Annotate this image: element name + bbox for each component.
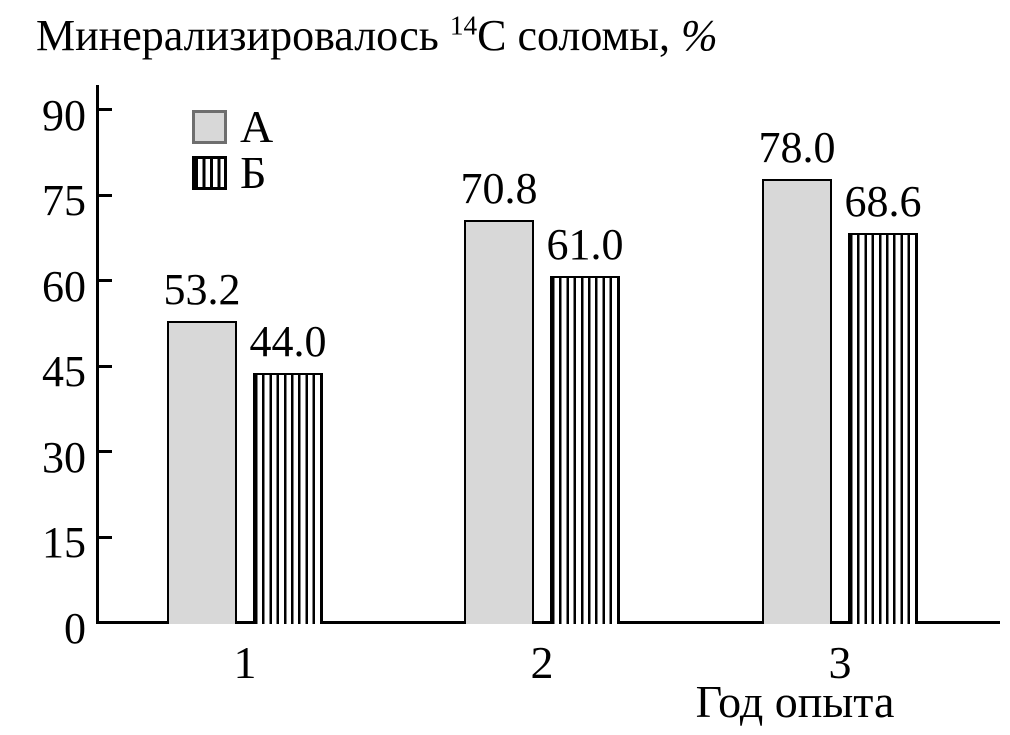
legend-swatch-b [192, 156, 227, 190]
bar-value-label-b-1: 44.0 [249, 317, 327, 366]
y-tick-label-90: 90 [42, 90, 86, 140]
y-tick-label-30: 30 [42, 432, 86, 482]
legend-swatch-a [192, 110, 227, 144]
bar-b-1 [253, 373, 323, 624]
legend-item-a: А [192, 104, 273, 150]
bar-a-1 [167, 321, 237, 624]
y-tick-label-60: 60 [42, 261, 86, 311]
bar-value-label-b-3: 68.6 [844, 177, 922, 226]
y-tick-label-75: 75 [42, 176, 86, 225]
y-tick-30 [96, 450, 112, 453]
bar-value-label-a-1: 53.2 [163, 265, 241, 314]
bar-value-label-a-3: 78.0 [758, 123, 836, 172]
y-tick-15 [96, 535, 112, 539]
legend-label-a: А [240, 101, 274, 152]
x-tick-label-2: 2 [530, 637, 554, 688]
legend-label-b: Б [240, 147, 267, 198]
bar-value-label-b-2: 61.0 [546, 220, 624, 269]
y-tick-90 [96, 108, 112, 111]
bar-a-2 [464, 220, 534, 624]
bar-a-3 [762, 179, 832, 624]
y-tick-60 [96, 279, 112, 282]
y-tick-45 [96, 364, 112, 368]
bar-value-label-a-2: 70.8 [460, 164, 538, 213]
x-axis-title: Год опыта [695, 676, 895, 727]
percent-sign: % [680, 11, 718, 60]
y-tick-75 [96, 193, 112, 197]
chart-title: Минерализировалось 14C соломы, % [36, 10, 718, 62]
y-tick-label-45: 45 [42, 347, 86, 396]
y-tick-0 [96, 621, 112, 624]
chart-title-text: Минерализировалось [36, 11, 450, 60]
x-axis [96, 621, 1000, 624]
bar-b-2 [550, 276, 620, 624]
legend-item-b: Б [192, 150, 273, 196]
y-tick-label-15: 15 [42, 518, 86, 567]
chart-title-text-2: C соломы, [477, 11, 681, 60]
isotope-superscript: 14 [449, 10, 478, 41]
y-axis [96, 85, 99, 624]
y-tick-label-0: 0 [64, 603, 86, 653]
bar-b-3 [848, 233, 918, 624]
x-tick-label-1: 1 [233, 637, 257, 688]
x-tick-label-3: 3 [828, 637, 852, 688]
